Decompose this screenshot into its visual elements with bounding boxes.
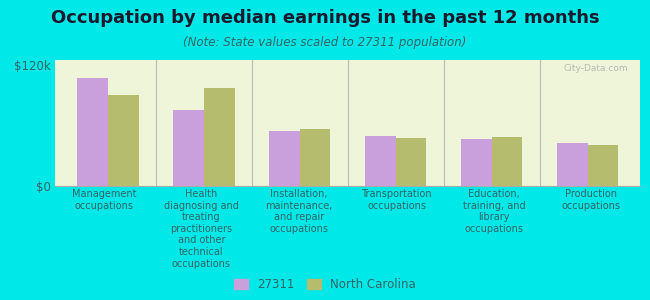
Bar — [204, 88, 235, 186]
Text: Installation,
maintenance,
and repair
occupations: Installation, maintenance, and repair oc… — [265, 189, 333, 234]
Text: Education,
training, and
library
occupations: Education, training, and library occupat… — [463, 189, 525, 234]
Text: Occupation by median earnings in the past 12 months: Occupation by median earnings in the pas… — [51, 9, 599, 27]
Text: Management
occupations: Management occupations — [72, 189, 136, 211]
Bar — [300, 128, 330, 186]
Bar — [269, 130, 300, 186]
Bar — [365, 136, 396, 186]
Text: City-Data.com: City-Data.com — [564, 64, 629, 73]
Bar — [588, 145, 618, 186]
Text: Health
diagnosing and
treating
practitioners
and other
technical
occupations: Health diagnosing and treating practitio… — [164, 189, 239, 268]
Text: (Note: State values scaled to 27311 population): (Note: State values scaled to 27311 popu… — [183, 36, 467, 49]
Bar — [173, 110, 204, 186]
Bar — [491, 136, 523, 186]
Text: Transportation
occupations: Transportation occupations — [361, 189, 432, 211]
Bar — [108, 95, 138, 186]
Bar — [77, 78, 108, 186]
Bar — [396, 138, 426, 186]
Legend: 27311, North Carolina: 27311, North Carolina — [234, 278, 416, 291]
Text: Production
occupations: Production occupations — [562, 189, 621, 211]
Bar — [557, 143, 588, 186]
Bar — [461, 139, 491, 186]
